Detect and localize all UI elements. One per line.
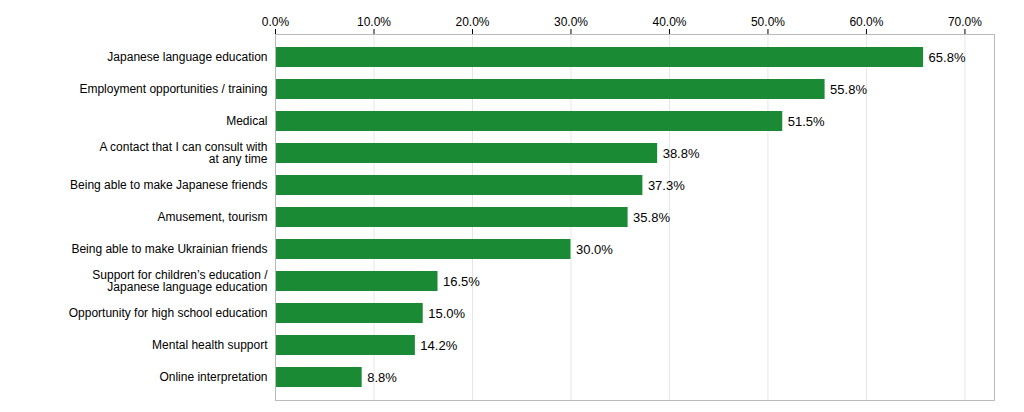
svg-text:50.0%: 50.0% xyxy=(751,15,785,29)
svg-text:55.8%: 55.8% xyxy=(830,82,867,97)
svg-text:70.0%: 70.0% xyxy=(948,15,982,29)
svg-text:Employment opportunities / tra: Employment opportunities / training xyxy=(79,82,267,96)
svg-text:14.2%: 14.2% xyxy=(420,338,457,353)
svg-text:A contact that I can consult w: A contact that I can consult withat any … xyxy=(99,140,267,166)
svg-text:40.0%: 40.0% xyxy=(652,15,686,29)
svg-text:Opportunity for high school ed: Opportunity for high school education xyxy=(69,306,268,320)
svg-text:15.0%: 15.0% xyxy=(428,306,465,321)
svg-text:65.8%: 65.8% xyxy=(929,50,966,65)
svg-text:51.5%: 51.5% xyxy=(788,114,825,129)
svg-text:Being able to make Japanese fr: Being able to make Japanese friends xyxy=(70,178,267,192)
svg-text:30.0%: 30.0% xyxy=(554,15,588,29)
svg-text:35.8%: 35.8% xyxy=(633,210,670,225)
svg-text:Japanese language education: Japanese language education xyxy=(107,50,267,64)
svg-text:38.8%: 38.8% xyxy=(663,146,700,161)
svg-text:16.5%: 16.5% xyxy=(443,274,480,289)
svg-text:60.0%: 60.0% xyxy=(849,15,883,29)
svg-text:20.0%: 20.0% xyxy=(455,15,489,29)
svg-text:Medical: Medical xyxy=(226,114,267,128)
svg-text:Support for children’s educati: Support for children’s education /Japane… xyxy=(92,268,268,294)
svg-text:Mental health support: Mental health support xyxy=(152,338,268,352)
svg-text:8.8%: 8.8% xyxy=(367,370,397,385)
svg-text:37.3%: 37.3% xyxy=(648,178,685,193)
svg-text:30.0%: 30.0% xyxy=(576,242,613,257)
svg-text:10.0%: 10.0% xyxy=(357,15,391,29)
svg-text:Being able to make Ukrainian f: Being able to make Ukrainian friends xyxy=(71,242,267,256)
svg-text:Amusement, tourism: Amusement, tourism xyxy=(157,210,267,224)
svg-text:Online interpretation: Online interpretation xyxy=(159,370,267,384)
svg-text:0.0%: 0.0% xyxy=(262,15,290,29)
